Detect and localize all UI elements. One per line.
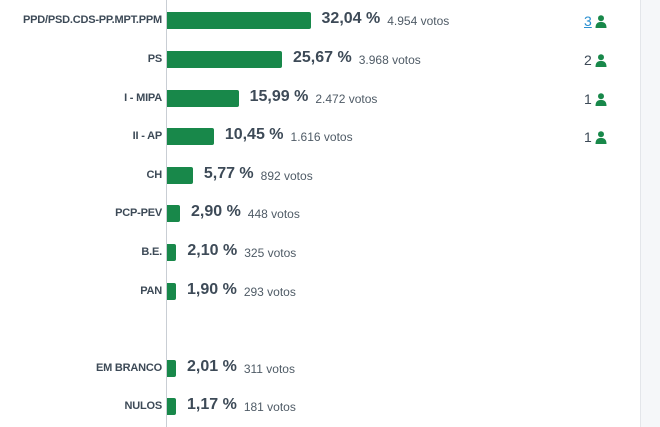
result-row: PCP-PEV 2,90 % 448 votos [0,203,640,225]
vote-percent: 32,04 % [321,10,381,27]
seats-count: 1 [584,129,592,145]
party-label: PCP-PEV [115,207,162,219]
person-icon [595,130,607,144]
person-icon [595,53,607,67]
party-label: PPD/PSD.CDS-PP.MPT.PPM [22,14,162,26]
vote-percent: 2,90 % [190,203,241,220]
vote-percent: 15,99 % [249,88,309,105]
seats-count: 2 [584,52,592,68]
party-label: CH [146,169,163,181]
seats-count-link[interactable]: 3 [584,13,592,29]
vote-percent: 25,67 % [293,49,352,66]
party-label: EM BRANCO [95,362,162,374]
vote-share-bar [167,128,214,145]
vote-count: 325 votos [244,246,297,260]
party-label: B.E. [141,246,162,258]
vote-share-bar [167,51,282,68]
vote-share-bar [167,205,180,222]
vote-percent: 2,01 % [187,358,237,375]
seats-indicator: 2 [584,51,607,69]
null-votes-row: NULOS 1,17 % 181 votos [0,396,640,418]
party-label: NULOS [124,400,162,412]
result-row: CH 5,77 % 892 votos [0,165,640,187]
result-row: PPD/PSD.CDS-PP.MPT.PPM 32,04 % 4.954 vot… [0,10,640,32]
vote-percent: 10,45 % [224,126,284,143]
party-label: I - MIPA [124,92,162,104]
vote-share-bar [167,167,193,184]
vote-share-bar [167,360,176,377]
vote-count: 448 votos [247,207,300,221]
vote-count: 892 votos [260,169,313,183]
vote-count: 1.616 votos [290,130,353,144]
vote-percent: 1,90 % [187,281,237,298]
result-row: II - AP 10,45 % 1.616 votos 1 [0,126,640,148]
seats-indicator: 1 [584,128,607,146]
panel-right-edge [640,0,660,427]
vote-count: 311 votos [243,362,295,376]
vote-count: 181 votos [243,400,296,414]
party-label: II - AP [132,130,163,142]
vote-share-bar [167,12,311,29]
blank-votes-row: EM BRANCO 2,01 % 311 votos [0,358,640,380]
vote-count: 3.968 votos [358,53,421,67]
vote-count: 2.472 votos [315,92,378,106]
vote-percent: 1,17 % [187,396,237,413]
results-axis-line [166,0,167,427]
person-icon [595,92,607,106]
vote-count: 293 votos [243,285,296,299]
seats-count: 1 [584,91,592,107]
seats-indicator[interactable]: 3 [584,12,607,30]
result-row: PAN 1,90 % 293 votos [0,281,640,303]
vote-percent: 2,10 % [187,242,238,259]
result-row: B.E. 2,10 % 325 votos [0,242,640,264]
vote-share-bar [167,244,177,261]
result-row: PS 25,67 % 3.968 votos 2 [0,49,640,71]
vote-count: 4.954 votos [387,14,450,28]
party-label: PAN [140,285,162,297]
seats-indicator: 1 [584,90,607,108]
vote-percent: 5,77 % [203,165,254,182]
vote-share-bar [167,398,176,415]
party-label: PS [147,53,162,65]
vote-share-bar [167,90,239,107]
vote-share-bar [167,283,176,300]
person-icon [595,14,607,28]
result-row: I - MIPA 15,99 % 2.472 votos 1 [0,88,640,110]
